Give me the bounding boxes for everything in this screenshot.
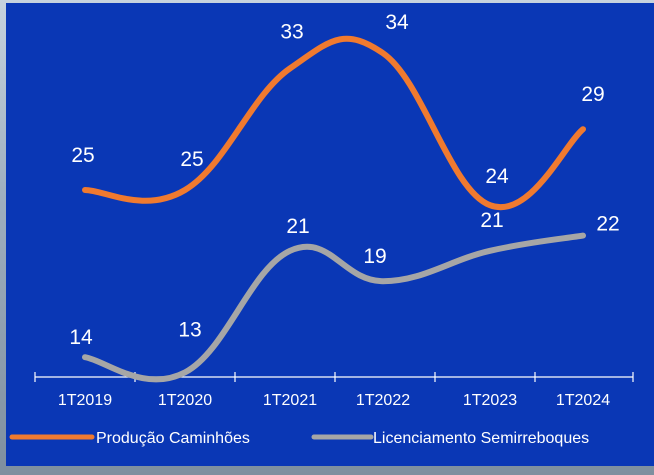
data-label: 22 [596,213,619,236]
data-label: 25 [71,144,94,167]
data-label: 25 [180,148,203,171]
chart-panel [6,3,654,466]
data-labels: 25 25 33 34 24 29 14 13 21 19 21 22 [69,11,619,349]
x-tick-label: 1T2022 [356,392,410,409]
series-group [82,35,586,383]
data-label: 24 [485,165,509,188]
data-label: 33 [280,20,303,43]
series-line-2 [82,232,586,383]
legend-label-2: Licenciamento Semirreboques [373,430,589,447]
x-tick-label: 1T2024 [556,392,610,409]
x-tick-label: 1T2021 [263,392,317,409]
data-label: 21 [286,215,309,238]
data-label: 21 [480,209,503,232]
data-label: 19 [363,245,386,268]
data-label: 29 [581,83,604,106]
x-tick-label: 1T2023 [463,392,517,409]
data-label: 13 [178,318,201,341]
legend-label-1: Produção Caminhões [96,430,250,447]
x-tick-label: 1T2019 [58,392,112,409]
x-axis: 1T2019 1T2020 1T2021 1T2022 1T2023 1T2024 [34,372,634,409]
legend: Produção Caminhões Licenciamento Semirreb… [9,430,589,447]
x-tick-label: 1T2020 [158,392,212,409]
data-label: 34 [385,11,409,34]
data-label: 14 [69,326,93,349]
series-line-1 [82,35,586,211]
